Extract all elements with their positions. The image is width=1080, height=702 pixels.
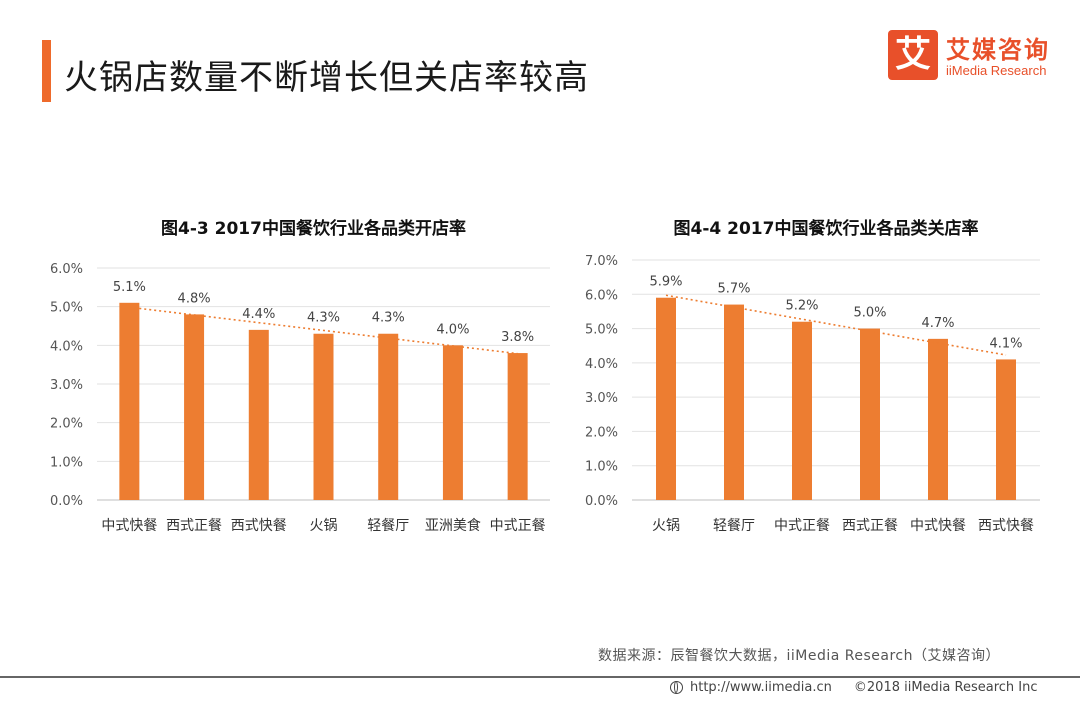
bar: [442, 345, 463, 500]
x-tick-label: 轻餐厅: [713, 518, 755, 534]
bar: [313, 333, 334, 500]
x-tick-label: 西式快餐: [231, 518, 287, 534]
title-accent-bar: [42, 40, 51, 102]
data-label: 5.9%: [649, 275, 682, 290]
bar: [184, 314, 205, 500]
bar: [119, 302, 140, 500]
data-label: 3.8%: [501, 330, 534, 345]
y-tick-label: 5.0%: [585, 323, 618, 338]
data-label: 5.1%: [113, 280, 146, 295]
data-label: 5.7%: [717, 282, 750, 297]
data-label: 4.4%: [242, 307, 275, 322]
bar: [792, 321, 812, 500]
chart-title: 图4-4 2017中国餐饮行业各品类关店率: [674, 218, 979, 239]
logo-name-cn: 艾媒咨询: [946, 36, 1050, 64]
x-tick-label: 火锅: [310, 518, 338, 534]
data-label: 4.8%: [178, 291, 211, 306]
brand-logo: 艾 艾媒咨询 iiMedia Research: [888, 30, 1063, 82]
data-label: 4.1%: [989, 336, 1022, 351]
y-tick-label: 7.0%: [585, 254, 618, 269]
bar: [860, 328, 880, 500]
footer-url[interactable]: http://www.iimedia.cn: [690, 680, 832, 695]
globe-icon: [670, 681, 683, 694]
x-tick-label: 中式正餐: [774, 518, 830, 534]
y-tick-label: 4.0%: [50, 339, 83, 354]
data-source-note: 数据来源：辰智餐饮大数据，iiMedia Research（艾媒咨询）: [598, 648, 1000, 664]
bar: [378, 333, 399, 500]
data-label: 5.0%: [853, 306, 886, 321]
chart-title: 图4-3 2017中国餐饮行业各品类开店率: [161, 218, 466, 239]
bar: [724, 304, 744, 500]
bar: [996, 359, 1016, 500]
footer-divider: [0, 676, 1080, 678]
logo-name-en: iiMedia Research: [946, 63, 1047, 78]
page-title: 火锅店数量不断增长但关店率较高: [64, 58, 589, 98]
data-label: 4.0%: [436, 322, 469, 337]
y-tick-label: 3.0%: [50, 378, 83, 393]
x-tick-label: 中式正餐: [490, 518, 546, 534]
trendline: [665, 294, 1007, 356]
y-tick-label: 2.0%: [50, 417, 83, 432]
x-tick-label: 中式快餐: [101, 518, 157, 534]
footer: http://www.iimedia.cn ©2018 iiMedia Rese…: [670, 680, 1038, 695]
data-label: 5.2%: [785, 299, 818, 314]
y-tick-label: 1.0%: [585, 460, 618, 475]
x-tick-label: 西式快餐: [978, 518, 1034, 534]
y-tick-label: 0.0%: [585, 494, 618, 509]
y-tick-label: 4.0%: [585, 357, 618, 372]
x-tick-label: 亚洲美食: [425, 517, 481, 534]
footer-copyright: ©2018 iiMedia Research Inc: [853, 680, 1038, 695]
bar: [656, 297, 676, 500]
logo-mark-icon: 艾: [888, 30, 938, 80]
bar: [248, 329, 269, 500]
trendline: [129, 306, 518, 355]
x-tick-label: 火锅: [652, 518, 680, 534]
data-label: 4.3%: [307, 311, 340, 326]
y-tick-label: 2.0%: [585, 425, 618, 440]
data-label: 4.7%: [921, 316, 954, 331]
bar: [507, 353, 528, 500]
x-tick-label: 西式正餐: [842, 518, 898, 534]
x-tick-label: 西式正餐: [166, 518, 222, 534]
x-tick-label: 轻餐厅: [367, 518, 409, 534]
y-tick-label: 5.0%: [50, 301, 83, 316]
data-label: 4.3%: [372, 311, 405, 326]
x-tick-label: 中式快餐: [910, 518, 966, 534]
y-tick-label: 6.0%: [50, 262, 83, 277]
y-tick-label: 1.0%: [50, 455, 83, 470]
bar: [928, 338, 948, 500]
y-tick-label: 0.0%: [50, 494, 83, 509]
y-tick-label: 6.0%: [585, 288, 618, 303]
y-tick-label: 3.0%: [585, 391, 618, 406]
